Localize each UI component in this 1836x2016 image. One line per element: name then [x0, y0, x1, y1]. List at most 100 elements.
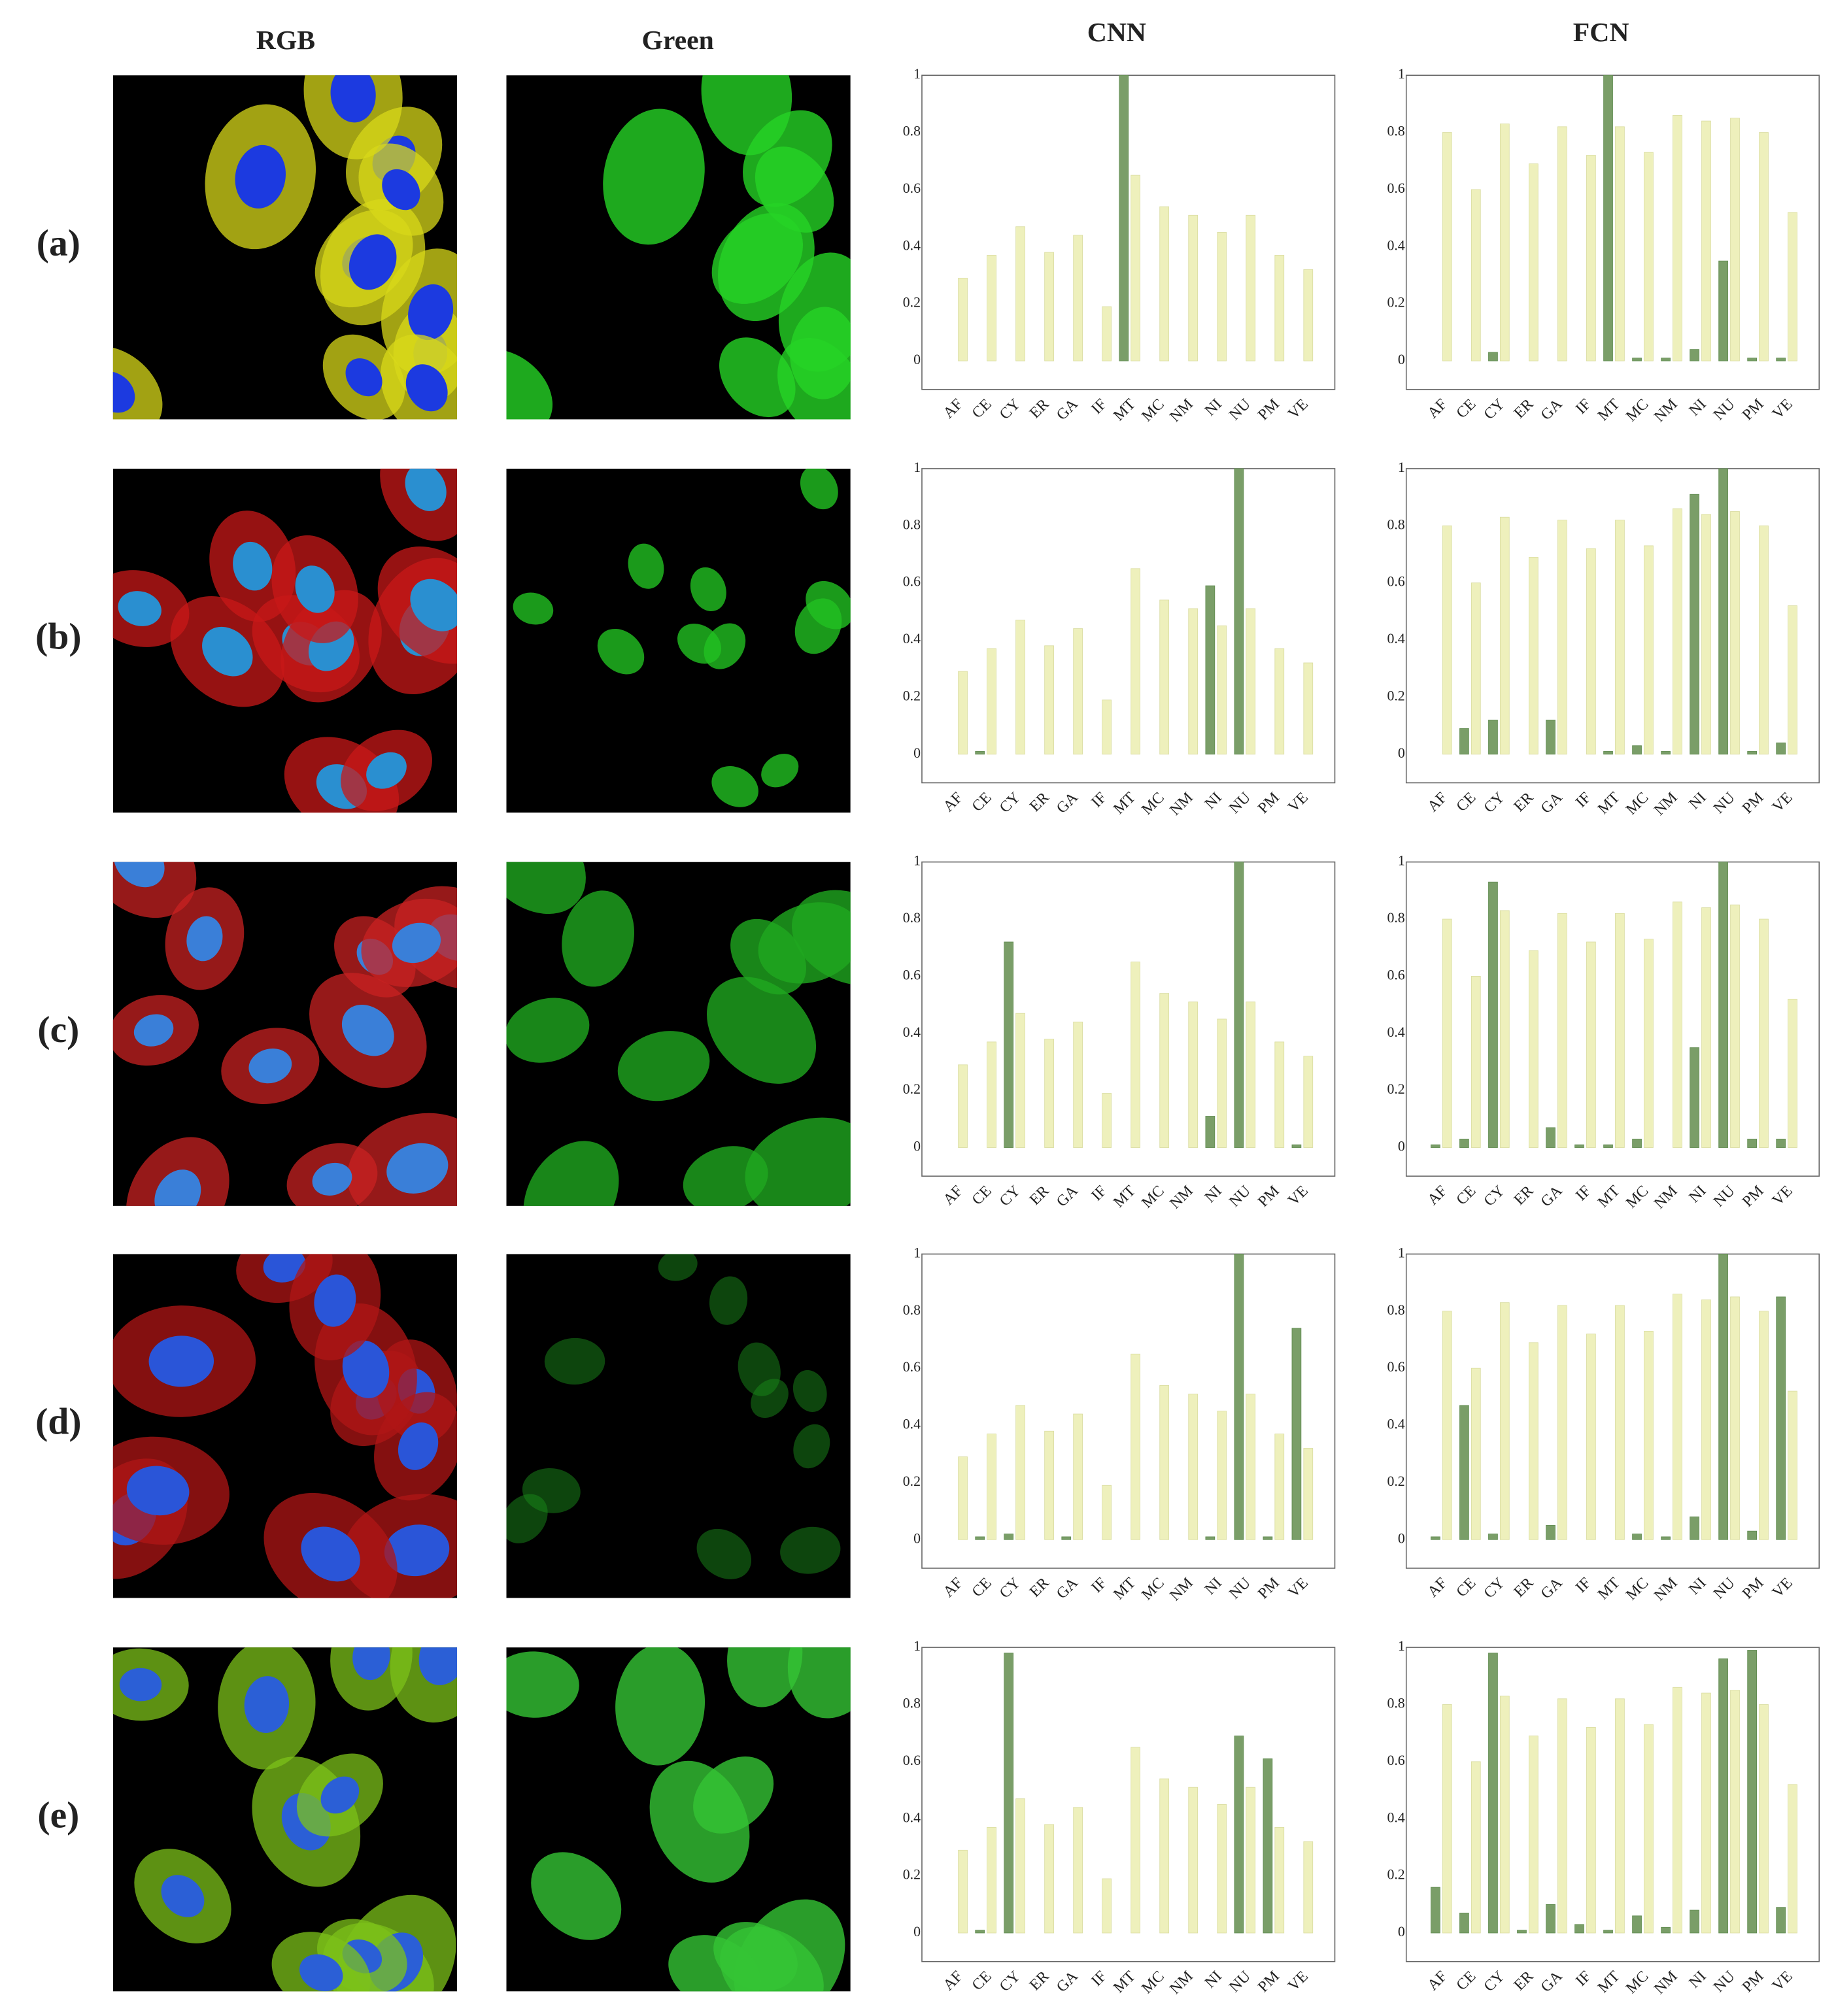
x-tick-label: NM — [1651, 789, 1681, 819]
cell-signal — [707, 977, 817, 1084]
reference-bar — [1788, 605, 1797, 755]
reference-bar — [1759, 1704, 1769, 1934]
reference-bar — [987, 1041, 996, 1148]
row-label: (c) — [37, 1009, 79, 1050]
x-tick-label: AF — [940, 395, 966, 422]
x-tick-label: CE — [1454, 1968, 1480, 1994]
y-tick-label: 0.2 — [903, 1081, 921, 1097]
cell-nucleus — [118, 591, 162, 626]
x-tick-label: NU — [1710, 789, 1739, 817]
reference-bar — [1701, 1692, 1711, 1934]
y-tick-label: 0.6 — [1387, 1359, 1404, 1375]
reference-bar — [1246, 1001, 1256, 1148]
y-tick-label: 0.8 — [903, 1302, 921, 1318]
prediction-bar — [1205, 1536, 1216, 1540]
reference-bar — [1044, 1430, 1054, 1540]
cell-nucleus — [410, 579, 458, 631]
reference-bar — [1442, 1311, 1452, 1540]
cell-nucleus — [161, 1875, 205, 1917]
x-tick-label: ER — [1511, 1183, 1537, 1209]
reference-bar — [1442, 132, 1452, 361]
cell-nucleus — [148, 1336, 214, 1387]
prediction-bar — [1718, 1658, 1728, 1934]
prediction-bar — [1661, 358, 1671, 361]
cell-signal — [780, 1526, 841, 1574]
reference-bar — [1073, 1807, 1083, 1934]
x-tick-label: PM — [1255, 1968, 1283, 1996]
x-tick-label: IF — [1572, 1183, 1594, 1204]
prediction-bar — [1061, 1536, 1072, 1540]
x-tick-label: PM — [1739, 1183, 1767, 1211]
reference-bar — [1102, 306, 1112, 361]
x-tick-label: VE — [1769, 1575, 1796, 1602]
image-content — [112, 1647, 458, 1992]
prediction-bar — [1632, 745, 1642, 755]
reference-bar — [1557, 126, 1567, 361]
prediction-bar — [975, 751, 985, 755]
cell-nucleus — [366, 752, 407, 789]
cell-nucleus — [119, 1668, 162, 1702]
reference-bar — [1246, 214, 1256, 361]
x-tick-label: ER — [1511, 1968, 1537, 1994]
figure-body: RGB Green CNN FCN(a)(b)(c)(d)(e)00.20.40.60… — [35, 18, 1820, 1998]
reference-bar — [1644, 545, 1654, 755]
x-tick-label: PM — [1255, 789, 1283, 817]
prediction-bar — [1632, 1139, 1642, 1148]
reference-bar — [1470, 189, 1481, 361]
x-tick-label: ER — [1027, 1574, 1053, 1600]
cell-signal — [806, 580, 851, 630]
x-tick-label: CY — [996, 1183, 1024, 1210]
reference-bar — [1188, 1394, 1198, 1540]
x-tick-label: CE — [969, 1575, 995, 1601]
reference-bar — [1701, 907, 1711, 1148]
reference-bar — [1586, 155, 1596, 361]
x-tick-label: MC — [1138, 789, 1168, 818]
prediction-bar — [975, 1930, 985, 1934]
reference-bar — [1759, 1311, 1769, 1540]
x-tick-label: GA — [1053, 1574, 1081, 1602]
row-label: (e) — [37, 1794, 79, 1836]
reference-bar — [1044, 1824, 1054, 1934]
cell-signal — [506, 1651, 579, 1718]
reference-bar — [1499, 1695, 1510, 1934]
x-tick-label: ER — [1027, 395, 1053, 422]
y-tick-label: 0.8 — [1387, 910, 1404, 926]
reference-bar — [1015, 620, 1025, 755]
x-tick-label: ER — [1511, 1574, 1537, 1600]
reference-bar — [1044, 1039, 1054, 1148]
x-tick-label: AF — [940, 789, 966, 815]
prediction-bar — [1776, 358, 1786, 361]
reference-bar — [1730, 118, 1740, 361]
prediction-bar — [1690, 349, 1699, 361]
y-tick-label: 0 — [1398, 745, 1405, 761]
x-tick-label: PM — [1739, 395, 1767, 424]
prediction-bar — [1431, 1536, 1440, 1540]
x-tick-label: CE — [969, 789, 995, 815]
prediction-bar — [1263, 1758, 1273, 1934]
prediction-bar — [1263, 1536, 1273, 1540]
x-tick-label: MC — [1138, 1575, 1168, 1604]
x-tick-label: NU — [1226, 1575, 1254, 1603]
x-tick-label: IF — [1088, 1575, 1110, 1596]
cell-nucleus — [113, 862, 165, 888]
prediction-bar — [1004, 1653, 1014, 1934]
y-tick-label: 0.6 — [903, 574, 921, 590]
prediction-bar — [1776, 742, 1786, 755]
cell-nucleus — [299, 1954, 343, 1992]
reference-bar — [1442, 525, 1452, 755]
y-tick-label: 0.6 — [1387, 574, 1404, 590]
x-tick-label: CY — [1481, 1968, 1508, 1995]
x-tick-label: CE — [1454, 1183, 1480, 1209]
x-tick-label: IF — [1572, 1968, 1594, 1989]
reference-bar — [1644, 152, 1654, 361]
image-content — [112, 1254, 458, 1598]
x-tick-label: VE — [1285, 395, 1312, 422]
reference-bar — [1615, 1305, 1625, 1540]
x-tick-label: AF — [1424, 789, 1450, 815]
reference-bar — [1303, 1448, 1314, 1540]
reference-bar — [1102, 1093, 1112, 1148]
prediction-bar — [1488, 1534, 1498, 1540]
reference-bar — [1130, 175, 1141, 361]
x-tick-label: NI — [1686, 789, 1709, 813]
